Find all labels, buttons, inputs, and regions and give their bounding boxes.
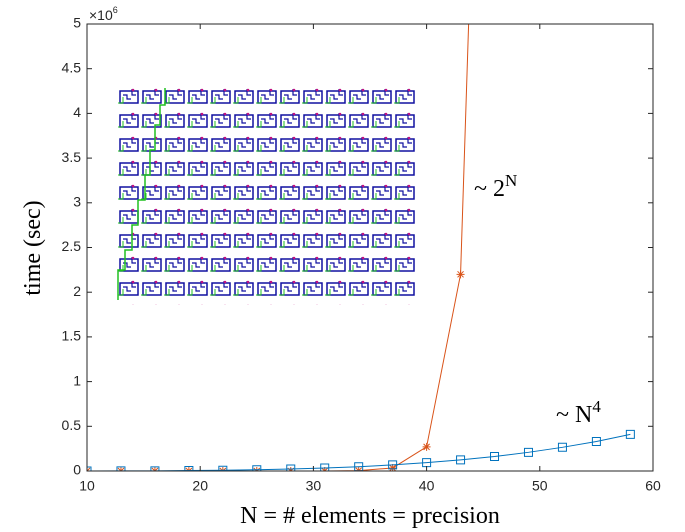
data-point <box>388 460 398 470</box>
inset-circuit <box>117 85 417 305</box>
y-tick-label: 1.5 <box>62 328 82 344</box>
x-tick-label: 50 <box>532 478 548 494</box>
data-point <box>388 463 397 471</box>
y-tick-label: 0 <box>73 462 81 478</box>
data-point <box>320 463 330 471</box>
y-tick-label: 1 <box>73 372 81 388</box>
data-point <box>116 466 126 471</box>
x-tick-label: 60 <box>645 478 661 494</box>
data-point <box>150 466 160 471</box>
data-point <box>456 455 466 465</box>
y-tick-label: 4 <box>73 104 81 120</box>
y-tick-label: 4.5 <box>62 59 82 75</box>
annotation: ~ 2N <box>474 171 517 202</box>
y-tick-label: 0.5 <box>62 417 82 433</box>
data-point <box>523 447 533 457</box>
x-tick-label: 10 <box>79 478 95 494</box>
data-point <box>625 429 635 439</box>
data-point <box>490 452 500 462</box>
data-point <box>422 458 432 468</box>
data-point <box>591 436 601 446</box>
data-point <box>218 465 228 471</box>
annotation: ~ N4 <box>556 397 601 428</box>
y-tick-label: 2 <box>73 283 81 299</box>
y-exponent: ×106 <box>89 5 118 22</box>
y-axis-label: time (sec) <box>20 200 46 295</box>
y-tick-label: 2.5 <box>62 238 82 254</box>
data-point <box>557 442 567 452</box>
data-point <box>456 270 465 279</box>
x-tick-label: 40 <box>419 478 435 494</box>
data-point <box>252 465 262 471</box>
y-tick-label: 5 <box>73 15 81 31</box>
data-point <box>422 442 431 451</box>
y-tick-label: 3 <box>73 194 81 210</box>
series-line <box>87 433 631 471</box>
data-point <box>87 466 92 471</box>
x-tick-label: 20 <box>192 478 208 494</box>
y-tick-label: 3.5 <box>62 149 82 165</box>
data-point <box>286 464 296 471</box>
data-point <box>184 466 194 471</box>
x-axis-label: N = # elements = precision <box>240 503 500 529</box>
x-tick-label: 30 <box>306 478 322 494</box>
